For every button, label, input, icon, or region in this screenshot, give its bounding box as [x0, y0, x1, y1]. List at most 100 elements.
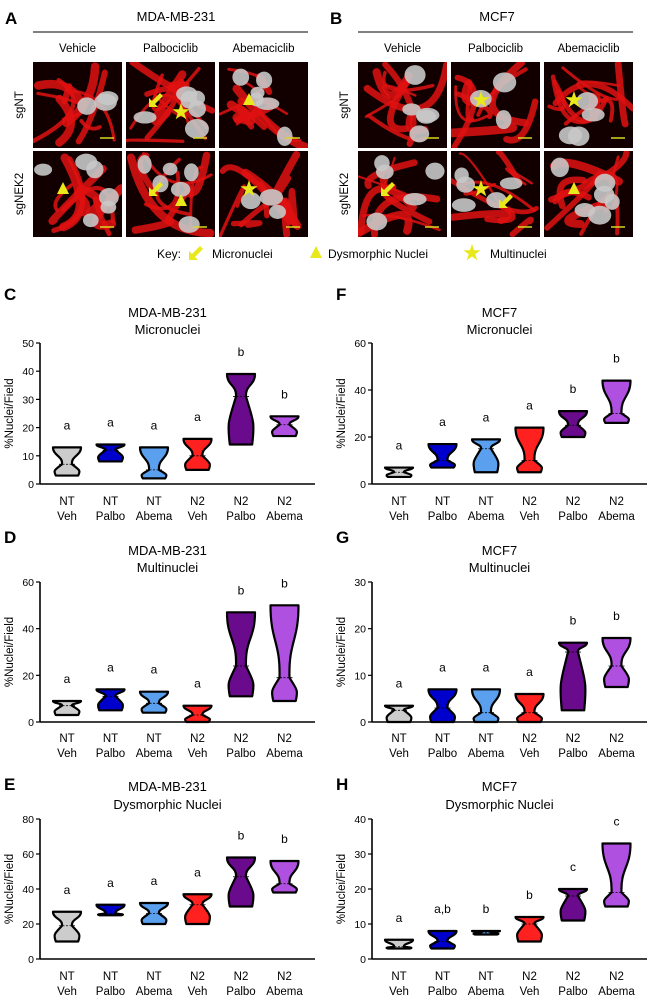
significance-letter: c	[614, 815, 620, 829]
cell-line-title: MDA-MB-231	[137, 9, 216, 24]
y-tick-label: 40	[22, 884, 34, 896]
arrow-icon	[381, 182, 395, 196]
violin-n2-abema	[601, 379, 632, 424]
x-tick-label: NT	[391, 496, 406, 508]
significance-letter: a	[194, 410, 201, 424]
image-content	[363, 62, 447, 147]
x-tick-label: Palbo	[558, 986, 587, 997]
x-tick-label: N2	[566, 496, 581, 508]
nucleus	[86, 160, 104, 179]
x-tick-label: Veh	[389, 986, 409, 997]
x-tick-label: NT	[59, 733, 74, 745]
y-tick-label: 20	[22, 919, 34, 931]
micrograph-image	[451, 151, 540, 237]
key-label: Key:	[157, 247, 181, 261]
y-tick-label: 0	[360, 717, 366, 729]
micrograph-panel-B: B MCF7 Vehicle Palbociclib Abemaciclib sgNT sg…	[330, 9, 633, 237]
actin-fiber	[53, 183, 74, 212]
violin-nt-palbo	[95, 903, 126, 917]
nucleus	[451, 198, 476, 212]
actin-fiber	[561, 66, 619, 101]
violin-n2-veh	[514, 692, 545, 724]
star-icon	[565, 91, 583, 108]
image-content	[126, 62, 215, 143]
y-tick-label: 60	[22, 577, 34, 589]
x-tick-label: N2	[190, 733, 205, 745]
triangle-icon	[57, 182, 69, 194]
image-content	[358, 155, 445, 237]
chart-subtitle: Multinuclei	[469, 560, 531, 575]
actin-fiber	[552, 188, 592, 205]
image-content	[126, 151, 215, 237]
nucleus	[558, 126, 583, 145]
violin-nt-veh	[383, 938, 415, 950]
micrograph-image	[544, 151, 633, 237]
significance-letter: a	[526, 399, 533, 413]
violin-n2-palbo	[557, 641, 589, 712]
violin-nt-palbo	[427, 442, 458, 469]
x-tick-label: N2	[190, 496, 205, 508]
x-tick-label: Abema	[598, 511, 635, 523]
violin-n2-veh	[514, 426, 545, 474]
image-content	[451, 151, 539, 237]
significance-letter: a,b	[434, 902, 451, 916]
x-tick-label: Palbo	[226, 748, 255, 760]
nucleus	[188, 100, 206, 118]
x-tick-label: Veh	[389, 511, 409, 523]
significance-letter: b	[483, 902, 490, 916]
image-content	[219, 67, 308, 148]
chart-E: E MDA-MB-231 Dysmorphic Nuclei %Nuclei/Fiel…	[4, 775, 315, 998]
violin-nt-palbo	[95, 688, 126, 712]
nucleus	[492, 72, 517, 93]
triangle-icon	[175, 194, 187, 206]
violin-n2-veh	[182, 437, 213, 471]
x-tick-label: NT	[435, 971, 450, 983]
micrograph-image	[33, 151, 122, 237]
image-content	[33, 62, 119, 147]
actin-fiber	[281, 197, 296, 237]
chart-title: MDA-MB-231	[128, 305, 207, 320]
violin-nt-veh	[51, 699, 83, 717]
x-tick-label: Veh	[520, 511, 540, 523]
key-item-label: Micronuclei	[212, 247, 273, 261]
y-tick-label: 20	[22, 423, 34, 435]
nucleus	[137, 155, 152, 174]
y-tick-label: 0	[28, 479, 34, 491]
x-tick-label: Abema	[266, 986, 303, 997]
significance-letter: a	[439, 660, 446, 674]
x-tick-label: Palbo	[558, 748, 587, 760]
nucleus	[402, 103, 421, 116]
chart-title: MCF7	[482, 543, 517, 558]
actin-fiber	[126, 153, 215, 237]
star-icon	[472, 180, 490, 197]
panel-label: A	[5, 9, 17, 28]
nucleus	[77, 97, 97, 115]
y-tick-label: 10	[354, 919, 366, 931]
y-axis-label: %Nuclei/Field	[336, 378, 348, 448]
nucleus	[374, 155, 390, 172]
violin-nt-abema	[470, 688, 502, 724]
x-tick-label: N2	[234, 733, 249, 745]
panel-label: D	[4, 528, 16, 547]
column-header: Abemaciclib	[233, 43, 295, 55]
micrograph-panels: A MDA-MB-231 Vehicle Palbociclib Abemaciclib…	[5, 9, 633, 237]
nucleus	[98, 188, 119, 207]
x-tick-label: Veh	[57, 511, 77, 523]
nucleus	[269, 204, 287, 219]
nucleus	[495, 110, 512, 130]
nucleus	[178, 216, 200, 233]
x-tick-label: NT	[59, 971, 74, 983]
chart-title: MCF7	[482, 305, 517, 320]
x-tick-label: NT	[435, 733, 450, 745]
x-tick-label: Veh	[188, 748, 208, 760]
y-tick-label: 0	[28, 954, 34, 966]
y-tick-label: 80	[22, 814, 34, 826]
y-axis-label: %Nuclei/Field	[336, 617, 348, 687]
actin-fiber	[547, 79, 566, 112]
image-content	[34, 153, 122, 237]
micrograph-image	[126, 62, 215, 148]
micrograph-image	[358, 151, 447, 237]
y-tick-label: 40	[22, 366, 34, 378]
x-tick-label: NT	[391, 971, 406, 983]
